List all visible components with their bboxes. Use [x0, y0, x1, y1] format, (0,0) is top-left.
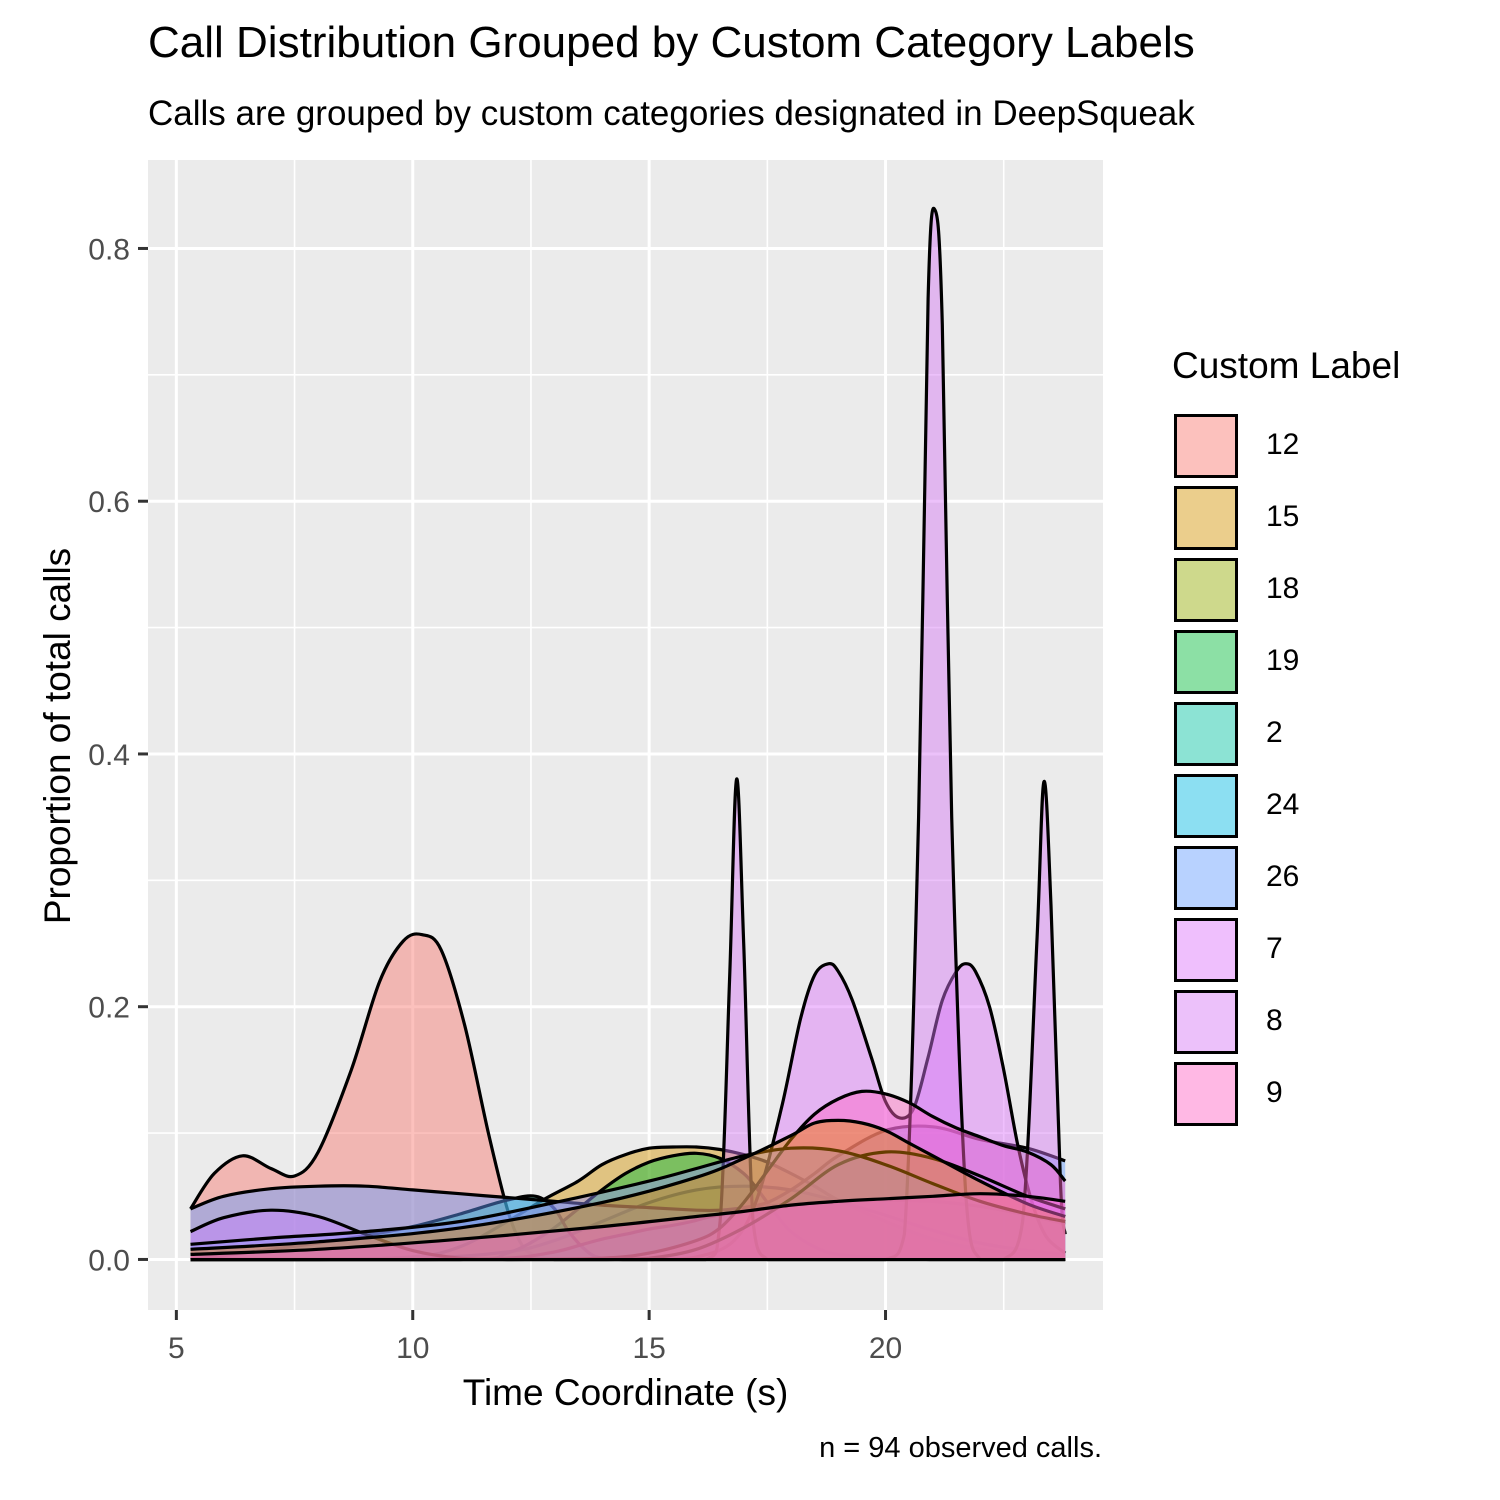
- density-area-12: [190, 933, 1066, 1260]
- legend-key-15: [1174, 486, 1238, 550]
- legend-item-15: 15: [1172, 482, 1472, 554]
- density-area-15: [190, 1146, 1066, 1260]
- legend-item-18: 18: [1172, 554, 1472, 626]
- legend-item-24: 24: [1172, 770, 1472, 842]
- density-line-unlabeled-12: [190, 1118, 1066, 1251]
- density-area-unlabeled-10: [190, 1151, 1066, 1260]
- x-axis-label: Time Coordinate (s): [462, 1372, 789, 1413]
- legend-label: 26: [1266, 860, 1300, 893]
- x-tick-label: 10: [396, 1332, 429, 1365]
- legend-key-26: [1174, 846, 1238, 910]
- legend-label: 9: [1266, 1076, 1283, 1109]
- x-tick-label: 15: [632, 1332, 665, 1365]
- legend-key-19: [1174, 630, 1238, 694]
- legend-key-7: [1174, 918, 1238, 982]
- legend-key-12: [1174, 414, 1238, 478]
- legend-label: 18: [1266, 572, 1300, 605]
- legend-title: Custom Label: [1172, 345, 1401, 386]
- density-line-8: [190, 206, 1067, 1262]
- x-tick-label: 5: [168, 1332, 185, 1365]
- legend-item-8: 8: [1172, 986, 1472, 1058]
- y-tick-label: 0.8: [88, 233, 130, 266]
- legend-label: 12: [1266, 428, 1300, 461]
- density-line-26: [189, 1124, 1066, 1213]
- chart-title: Call Distribution Grouped by Custom Cate…: [148, 18, 1195, 67]
- density-line-15: [190, 1145, 1066, 1262]
- density-area-24: [190, 1200, 1066, 1260]
- legend-item-7: 7: [1172, 914, 1472, 986]
- density-area-unlabeled-12: [190, 1120, 1066, 1260]
- density-line-unlabeled-13: [190, 1192, 1066, 1256]
- legend-key-9: [1174, 1062, 1238, 1126]
- legend-key-24: [1174, 774, 1238, 838]
- legend-label: 2: [1266, 716, 1283, 749]
- chart-subtitle: Calls are grouped by custom categories d…: [148, 94, 1195, 133]
- x-tick-label: 20: [869, 1332, 902, 1365]
- density-line-19: [190, 1151, 1066, 1262]
- legend-key-8: [1174, 990, 1238, 1054]
- legend-label: 15: [1266, 500, 1300, 533]
- legend-label: 24: [1266, 788, 1300, 821]
- legend-item-9: 9: [1172, 1058, 1472, 1130]
- y-tick-label: 0.0: [88, 1244, 130, 1277]
- y-tick-label: 0.2: [88, 992, 130, 1025]
- legend-label: 8: [1266, 1004, 1283, 1037]
- density-area-unlabeled-13: [190, 1193, 1066, 1260]
- density-area-unlabeled-11: [190, 1147, 1066, 1260]
- y-tick-label: 0.6: [88, 486, 130, 519]
- y-tick-label: 0.4: [88, 739, 130, 772]
- legend-item-19: 19: [1172, 626, 1472, 698]
- legend-item-2: 2: [1172, 698, 1472, 770]
- chart-caption: n = 94 observed calls.: [819, 1432, 1102, 1464]
- legend-key-18: [1174, 558, 1238, 622]
- legend-item-26: 26: [1172, 842, 1472, 914]
- legend-item-12: 12: [1172, 410, 1472, 482]
- y-axis-label: Proportion of total calls: [37, 547, 78, 925]
- density-area-9: [190, 1091, 1066, 1260]
- legend-label: 19: [1266, 644, 1300, 677]
- legend-label: 7: [1266, 932, 1283, 965]
- legend-key-2: [1174, 702, 1238, 766]
- density-area-7: [190, 963, 1066, 1260]
